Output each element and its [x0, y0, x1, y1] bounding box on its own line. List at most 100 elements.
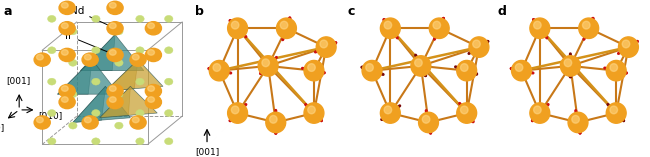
Polygon shape	[73, 86, 131, 122]
Circle shape	[114, 28, 123, 35]
Circle shape	[384, 21, 392, 29]
Circle shape	[515, 64, 523, 71]
Circle shape	[578, 18, 599, 38]
Circle shape	[84, 117, 91, 123]
Circle shape	[62, 86, 68, 91]
Circle shape	[136, 110, 144, 116]
Polygon shape	[81, 35, 144, 71]
Text: Ir: Ir	[66, 31, 112, 54]
Circle shape	[34, 116, 50, 129]
Circle shape	[36, 117, 44, 123]
Circle shape	[280, 21, 288, 29]
Circle shape	[92, 47, 100, 54]
Circle shape	[622, 40, 630, 48]
Circle shape	[62, 50, 68, 55]
Circle shape	[146, 84, 161, 98]
Circle shape	[534, 21, 541, 29]
Circle shape	[92, 78, 100, 85]
Circle shape	[572, 115, 579, 123]
Circle shape	[82, 53, 98, 66]
Circle shape	[109, 3, 116, 8]
Circle shape	[69, 59, 77, 66]
Circle shape	[69, 91, 77, 98]
Circle shape	[460, 106, 468, 114]
Circle shape	[457, 103, 476, 123]
Circle shape	[136, 138, 144, 145]
Circle shape	[109, 23, 116, 29]
Circle shape	[107, 22, 123, 35]
Circle shape	[473, 40, 480, 48]
Circle shape	[227, 103, 248, 123]
Circle shape	[384, 106, 392, 114]
Polygon shape	[81, 35, 115, 71]
Circle shape	[47, 138, 56, 145]
Circle shape	[266, 112, 286, 133]
Circle shape	[606, 103, 626, 123]
Circle shape	[422, 115, 430, 123]
Circle shape	[69, 122, 77, 129]
Circle shape	[146, 95, 161, 109]
Circle shape	[227, 18, 248, 38]
Circle shape	[148, 97, 155, 102]
Circle shape	[47, 47, 56, 54]
Circle shape	[114, 122, 123, 129]
Circle shape	[130, 116, 146, 129]
Circle shape	[606, 60, 626, 81]
Circle shape	[380, 103, 400, 123]
Circle shape	[209, 60, 229, 81]
Circle shape	[59, 95, 75, 109]
Circle shape	[59, 84, 75, 98]
Circle shape	[133, 54, 139, 60]
Circle shape	[114, 59, 123, 66]
Circle shape	[610, 106, 617, 114]
Circle shape	[619, 37, 638, 57]
Circle shape	[84, 54, 91, 60]
Circle shape	[107, 1, 123, 14]
Circle shape	[582, 21, 590, 29]
Circle shape	[136, 78, 144, 85]
Text: [001]: [001]	[195, 148, 219, 157]
Circle shape	[560, 56, 580, 76]
Circle shape	[107, 48, 123, 62]
Circle shape	[47, 15, 56, 22]
Circle shape	[136, 15, 144, 22]
Circle shape	[164, 78, 173, 85]
Circle shape	[307, 106, 315, 114]
Text: [001]: [001]	[6, 76, 31, 85]
Circle shape	[59, 1, 75, 14]
Circle shape	[36, 54, 44, 60]
Circle shape	[262, 59, 270, 67]
Circle shape	[460, 64, 468, 71]
Circle shape	[62, 23, 68, 29]
Circle shape	[114, 91, 123, 98]
Polygon shape	[99, 86, 157, 118]
Circle shape	[512, 60, 532, 81]
Circle shape	[304, 103, 324, 123]
Circle shape	[164, 110, 173, 116]
Circle shape	[69, 28, 77, 35]
Circle shape	[564, 59, 572, 67]
Circle shape	[231, 106, 239, 114]
Circle shape	[276, 18, 296, 38]
Circle shape	[433, 21, 441, 29]
Text: a: a	[4, 5, 12, 18]
Circle shape	[62, 97, 68, 102]
Circle shape	[530, 18, 550, 38]
Text: Nd: Nd	[70, 6, 112, 27]
Circle shape	[213, 64, 220, 71]
Circle shape	[568, 112, 588, 133]
Text: [100]: [100]	[0, 123, 4, 132]
Circle shape	[92, 138, 100, 145]
Circle shape	[92, 110, 100, 116]
Circle shape	[148, 86, 155, 91]
Circle shape	[59, 22, 75, 35]
Polygon shape	[105, 60, 138, 91]
Polygon shape	[57, 60, 92, 94]
Circle shape	[362, 60, 382, 81]
Circle shape	[136, 47, 144, 54]
Circle shape	[317, 37, 336, 57]
Circle shape	[415, 59, 422, 67]
Circle shape	[107, 95, 123, 109]
Text: [010]: [010]	[38, 111, 62, 120]
Polygon shape	[105, 60, 163, 91]
